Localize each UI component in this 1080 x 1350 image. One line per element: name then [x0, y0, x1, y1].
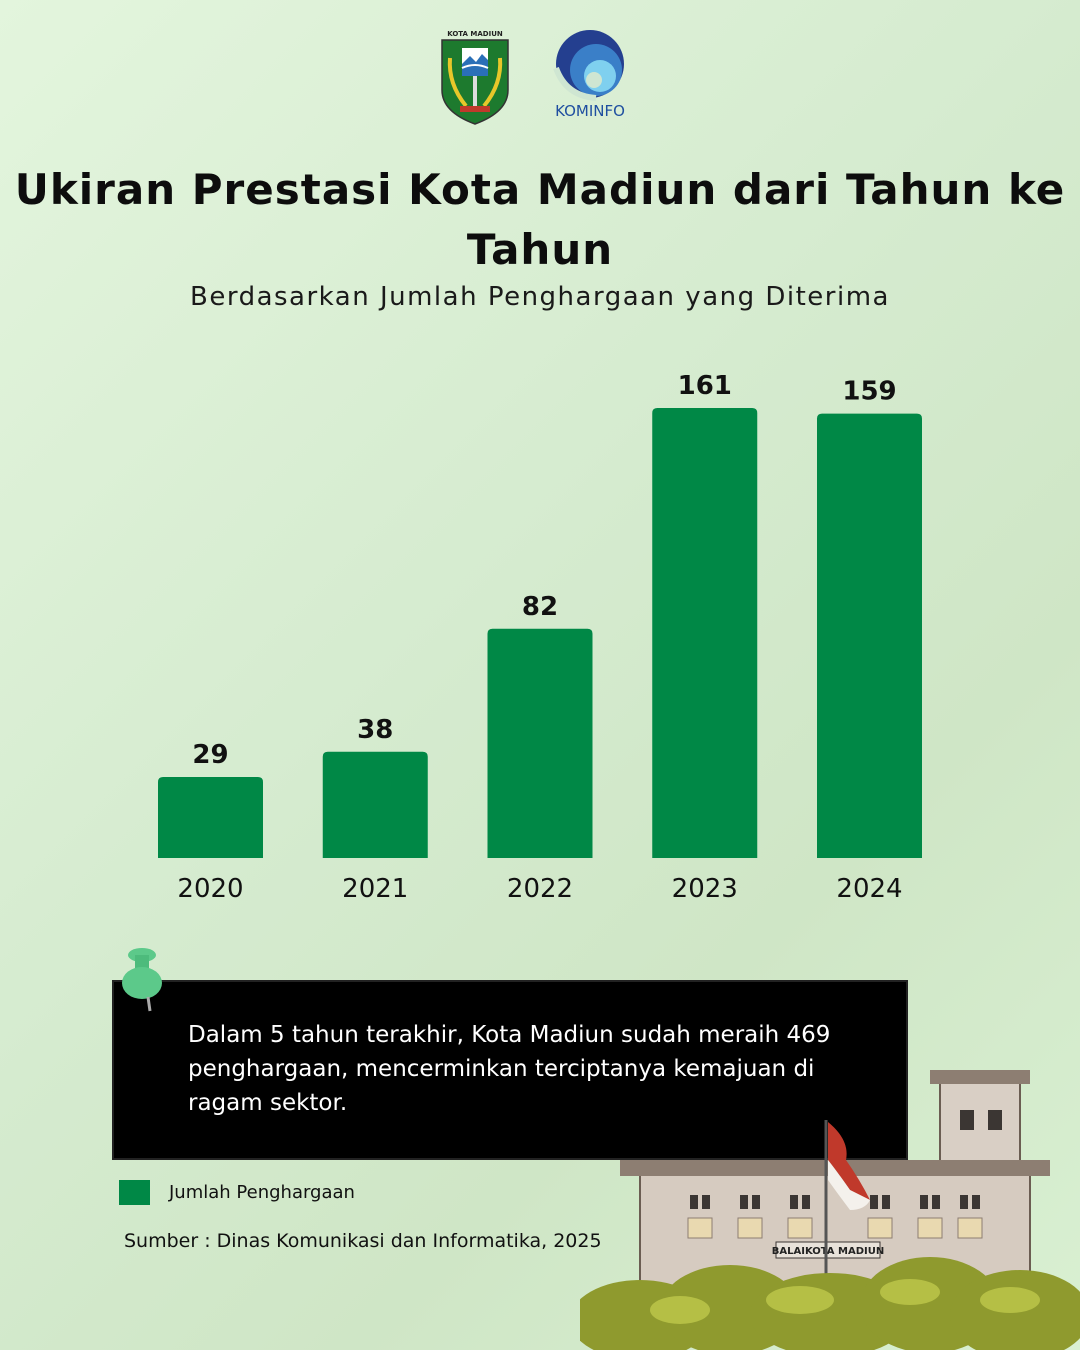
- data-label-2024: 159: [842, 377, 896, 407]
- bar-2023: [652, 408, 758, 858]
- kota-madiun-emblem: KOTA MADIUN: [441, 30, 509, 125]
- x-tick-label-2023: 2023: [672, 874, 738, 904]
- data-label-2020: 29: [192, 740, 228, 770]
- x-tick-label-2020: 2020: [177, 874, 243, 904]
- kominfo-logo: KOMINFO: [553, 30, 625, 120]
- legend-swatch: [119, 1180, 150, 1205]
- bar-2022: [487, 628, 593, 858]
- x-tick-label-2021: 2021: [342, 874, 408, 904]
- data-label-2021: 38: [357, 715, 393, 745]
- data-label-2023: 161: [678, 371, 732, 401]
- data-label-2022: 82: [522, 592, 558, 622]
- bar-chart: 29 2020 38 2021 82 2022 161 2023 159 2024: [158, 371, 922, 904]
- bar-2021: [322, 751, 428, 858]
- svg-text:KOMINFO: KOMINFO: [555, 102, 625, 120]
- chart-subtitle: Berdasarkan Jumlah Penghargaan yang Dite…: [190, 282, 890, 312]
- x-tick-label-2024: 2024: [836, 874, 902, 904]
- x-tick-label-2022: 2022: [507, 874, 573, 904]
- note-text: Dalam 5 tahun terakhir, Kota Madiun suda…: [188, 1022, 831, 1116]
- city-hall-illustration: BALAIKOTA MADIUN: [580, 1070, 1080, 1350]
- svg-text:KOTA MADIUN: KOTA MADIUN: [447, 30, 503, 38]
- chart-title: Ukiran Prestasi Kota Madiun dari Tahun k…: [14, 165, 1066, 274]
- bar-2020: [158, 776, 263, 858]
- pushpin-icon: [122, 948, 162, 1012]
- svg-text:BALAIKOTA MADIUN: BALAIKOTA MADIUN: [772, 1246, 884, 1257]
- note-box: [112, 980, 908, 1160]
- source-text: Sumber : Dinas Komunikasi dan Informatik…: [124, 1230, 602, 1252]
- bar-2024: [817, 413, 922, 858]
- legend-label: Jumlah Penghargaan: [169, 1182, 355, 1203]
